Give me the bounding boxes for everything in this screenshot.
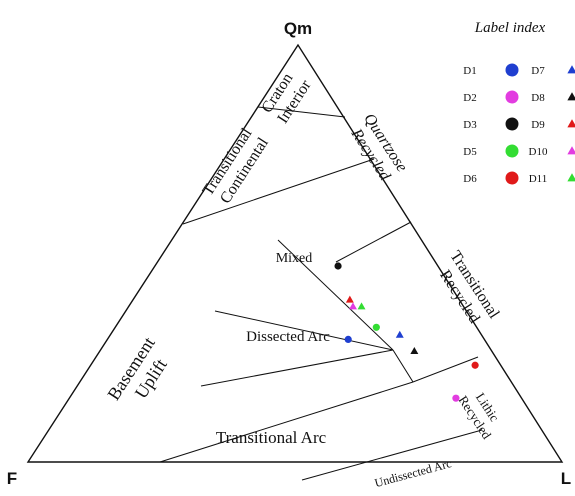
svg-text:Craton Interior: Craton Interior	[258, 66, 315, 126]
sample-point-d10	[349, 302, 357, 310]
boundary-craton-interior	[257, 106, 346, 118]
legend-marker-d2	[505, 90, 519, 104]
boundary-dissected-arc	[214, 310, 394, 351]
legend-title: Label index	[474, 20, 546, 36]
field-label-quartzose-recycled: Quartzose Recycled	[344, 111, 412, 189]
boundary-transitional-continental	[182, 158, 375, 225]
field-label-transitional-continental: Transitional Continental	[199, 122, 273, 209]
boundary-undissected-arc	[301, 429, 483, 481]
sample-point-d11	[357, 302, 366, 310]
field-label-dissected-arc: Dissected Arc	[246, 329, 330, 345]
legend-label-d10: D10	[529, 146, 548, 158]
legend-label-d5: D5	[463, 146, 477, 158]
field-label-craton-interior: Craton Interior	[258, 66, 315, 126]
boundary-transitional-recycled-top	[335, 221, 412, 263]
legend-marker-d7	[567, 65, 575, 74]
field-label-basement-uplift: Basement Uplift	[103, 330, 179, 416]
boundary-transitional-arc	[200, 349, 394, 387]
legend-label-d1: D1	[463, 65, 476, 77]
svg-text:Transitional Recycled: Transitional Recycled	[430, 248, 504, 335]
boundary-lithic-recycled	[412, 356, 479, 383]
svg-text:Quartzose Recycled: Quartzose Recycled	[344, 111, 412, 189]
sample-point-d5	[372, 323, 380, 331]
legend-label-d3: D3	[463, 119, 477, 131]
boundary-lithic-join	[392, 349, 414, 383]
boundary-undissected-arc-left	[159, 381, 414, 463]
svg-text:Transitional Continental: Transitional Continental	[199, 122, 273, 209]
field-label-undissected-arc: Undissected Arc	[373, 456, 453, 490]
svg-text:Lithic Recycled: Lithic Recycled	[456, 384, 509, 442]
legend-marker-d9	[567, 119, 575, 128]
sample-point-d9	[345, 295, 354, 303]
sample-points	[334, 262, 479, 402]
vertex-label-l: L	[561, 469, 571, 488]
boundary-mixed-dissected	[277, 239, 394, 351]
sample-point-d3	[334, 262, 342, 270]
field-label-transitional-recycled: Transitional Recycled	[430, 248, 504, 335]
legend-label-d11: D11	[529, 173, 548, 185]
sample-point-d1	[344, 335, 352, 344]
field-boundaries	[159, 106, 483, 481]
legend-label-d7: D7	[531, 65, 545, 77]
legend-marker-d8	[567, 92, 575, 101]
legend-label-d6: D6	[463, 173, 477, 185]
legend-label-d9: D9	[531, 119, 545, 131]
legend-marker-d3	[505, 117, 519, 131]
sample-point-d8	[410, 346, 419, 354]
svg-text:Basement Uplift: Basement Uplift	[103, 330, 179, 416]
sample-point-d7	[395, 330, 404, 338]
legend-marker-d5	[505, 144, 519, 158]
legend-label-d2: D2	[463, 92, 476, 104]
legend-label-d8: D8	[531, 92, 545, 104]
sample-point-d2	[452, 394, 460, 402]
vertex-label-qm: Qm	[284, 19, 312, 38]
field-label-transitional-arc: Transitional Arc	[216, 428, 327, 447]
legend: Label index D1 D2 D3 D5 D6 D7 D8 D9 D10 D11	[463, 20, 575, 185]
legend-marker-d6	[505, 171, 519, 185]
legend-marker-d10	[567, 146, 575, 155]
legend-marker-d11	[567, 173, 575, 182]
field-label-lithic-recycled: Lithic Recycled	[456, 384, 509, 442]
field-label-mixed: Mixed	[276, 251, 313, 266]
vertex-label-f: F	[7, 469, 17, 488]
sample-point-d6	[471, 361, 479, 369]
ternary-triangle-outline	[26, 43, 564, 463]
legend-items: D1 D2 D3 D5 D6 D7 D8 D9 D10 D11	[463, 63, 575, 185]
legend-marker-d1	[505, 63, 519, 77]
